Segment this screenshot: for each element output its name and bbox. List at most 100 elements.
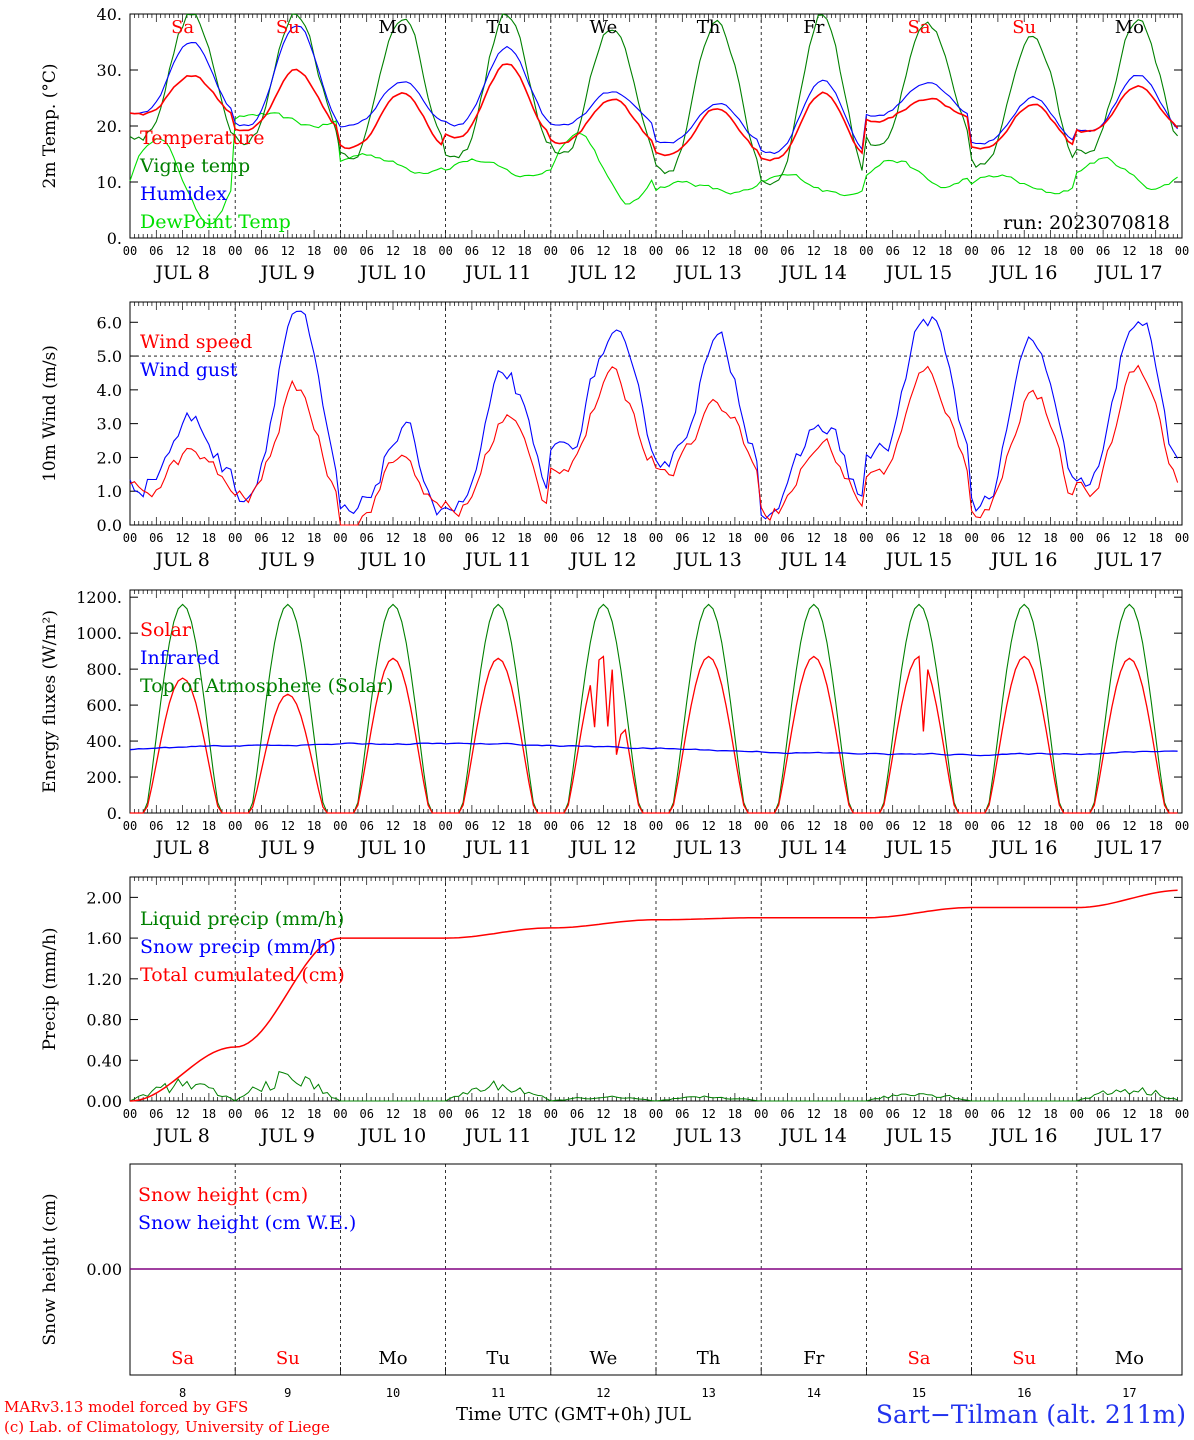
y-tick-label: 0.80 xyxy=(86,1011,122,1030)
y-tick-label: 600. xyxy=(86,696,122,715)
hour-tick-label: 12 xyxy=(1122,819,1136,833)
hour-tick-label: 12 xyxy=(912,819,926,833)
hour-tick-label: 06 xyxy=(675,244,689,258)
weekday-label: Sa xyxy=(907,17,930,38)
date-label: JUL 13 xyxy=(673,262,741,284)
date-label: JUL 15 xyxy=(884,1125,952,1147)
hour-tick-label: 06 xyxy=(149,1107,163,1121)
hour-tick-label: 12 xyxy=(1122,531,1136,545)
series-solar xyxy=(130,655,1178,814)
y-tick-label: 10. xyxy=(97,173,122,192)
hour-tick-label: 12 xyxy=(491,819,505,833)
hour-tick-label: 12 xyxy=(1017,819,1031,833)
weekday-label: Fr xyxy=(803,1348,824,1369)
day-number-label: 9 xyxy=(284,1386,291,1400)
day-number-label: 11 xyxy=(491,1386,505,1400)
hour-tick-label: 00 xyxy=(123,1107,137,1121)
hour-tick-label: 06 xyxy=(570,531,584,545)
hour-tick-label: 18 xyxy=(938,1107,952,1121)
hour-tick-label: 12 xyxy=(386,244,400,258)
hour-tick-label: 18 xyxy=(622,819,636,833)
y-tick-label: 0.00 xyxy=(86,1260,122,1279)
hour-tick-label: 00 xyxy=(754,1107,768,1121)
weekday-label: We xyxy=(590,1348,618,1369)
weekday-label: Mo xyxy=(1115,17,1144,38)
day-number-label: 12 xyxy=(596,1386,610,1400)
hour-tick-label: 00 xyxy=(649,819,663,833)
y-tick-label: 1200. xyxy=(76,588,122,607)
hour-tick-label: 12 xyxy=(596,819,610,833)
hour-tick-label: 06 xyxy=(885,531,899,545)
date-label: JUL 10 xyxy=(358,1125,426,1147)
day-number-label: 13 xyxy=(701,1386,715,1400)
legend-entry: Wind speed xyxy=(140,331,252,353)
weekday-label: Mo xyxy=(378,1348,407,1369)
hour-tick-label: 12 xyxy=(1017,1107,1031,1121)
series-total-cumulated xyxy=(129,889,1178,1102)
hour-tick-label: 18 xyxy=(938,244,952,258)
series-wind-gust xyxy=(129,310,1179,520)
hour-tick-label: 06 xyxy=(780,531,794,545)
date-label: JUL 10 xyxy=(358,262,426,284)
legend-entry: Vigne temp xyxy=(139,155,250,177)
hour-tick-label: 06 xyxy=(780,819,794,833)
legend-entry: Infrared xyxy=(140,647,220,669)
date-label: JUL 15 xyxy=(884,262,952,284)
y-tick-label: 6.0 xyxy=(97,313,122,332)
hour-tick-label: 12 xyxy=(701,531,715,545)
hour-tick-label: 18 xyxy=(412,819,426,833)
date-label: JUL 14 xyxy=(779,549,847,571)
hour-tick-label: 00 xyxy=(859,244,873,258)
hour-tick-label: 06 xyxy=(465,1107,479,1121)
hour-tick-label: 06 xyxy=(1096,531,1110,545)
hour-tick-label: 18 xyxy=(728,1107,742,1121)
panel-frame xyxy=(129,13,1183,239)
hour-tick-label: 18 xyxy=(938,531,952,545)
weekday-label: Sa xyxy=(171,1348,194,1369)
hour-tick-label: 18 xyxy=(833,819,847,833)
hour-tick-label: 12 xyxy=(386,1107,400,1121)
hour-tick-label: 00 xyxy=(754,819,768,833)
legend-entry: Snow height (cm W.E.) xyxy=(138,1212,356,1234)
date-label: JUL 17 xyxy=(1094,1125,1162,1147)
hour-tick-label: 12 xyxy=(175,531,189,545)
hour-tick-label: 00 xyxy=(228,1107,242,1121)
legend-entry: Wind gust xyxy=(140,359,238,381)
date-label: JUL 13 xyxy=(673,549,741,571)
hour-tick-label: 00 xyxy=(123,819,137,833)
legend-entry: Total cumulated (cm) xyxy=(140,964,345,986)
hour-tick-label: 06 xyxy=(359,531,373,545)
hour-tick-label: 12 xyxy=(807,819,821,833)
date-label: JUL 11 xyxy=(463,1125,531,1147)
hour-tick-label: 12 xyxy=(281,1107,295,1121)
y-tick-label: 30. xyxy=(97,61,122,80)
hour-tick-label: 06 xyxy=(675,1107,689,1121)
date-label: JUL 16 xyxy=(989,1125,1057,1147)
hour-tick-label: 06 xyxy=(570,244,584,258)
hour-tick-label: 12 xyxy=(701,244,715,258)
hour-tick-label: 00 xyxy=(859,819,873,833)
series-vigne-temp xyxy=(129,13,1179,186)
weekday-label: Th xyxy=(697,17,721,38)
date-label: JUL 8 xyxy=(153,1125,209,1147)
date-label: JUL 13 xyxy=(673,1125,741,1147)
day-number-label: 16 xyxy=(1017,1386,1031,1400)
hour-tick-label: 06 xyxy=(780,244,794,258)
hour-tick-label: 12 xyxy=(807,1107,821,1121)
hour-tick-label: 00 xyxy=(1070,244,1084,258)
weekday-label: Th xyxy=(697,1348,721,1369)
hour-tick-label: 00 xyxy=(544,819,558,833)
hour-tick-label: 06 xyxy=(885,244,899,258)
hour-tick-label: 00 xyxy=(544,531,558,545)
hour-tick-label: 06 xyxy=(991,819,1005,833)
hour-tick-label: 12 xyxy=(807,531,821,545)
hour-tick-label: 00 xyxy=(123,531,137,545)
y-tick-label: 400. xyxy=(86,732,122,751)
hour-tick-label: 18 xyxy=(728,244,742,258)
hour-tick-label: 06 xyxy=(149,531,163,545)
hour-tick-label: 00 xyxy=(228,531,242,545)
y-tick-label: 40. xyxy=(97,5,122,24)
hour-tick-label: 12 xyxy=(281,244,295,258)
hour-tick-label: 06 xyxy=(254,531,268,545)
hour-tick-label: 06 xyxy=(780,1107,794,1121)
